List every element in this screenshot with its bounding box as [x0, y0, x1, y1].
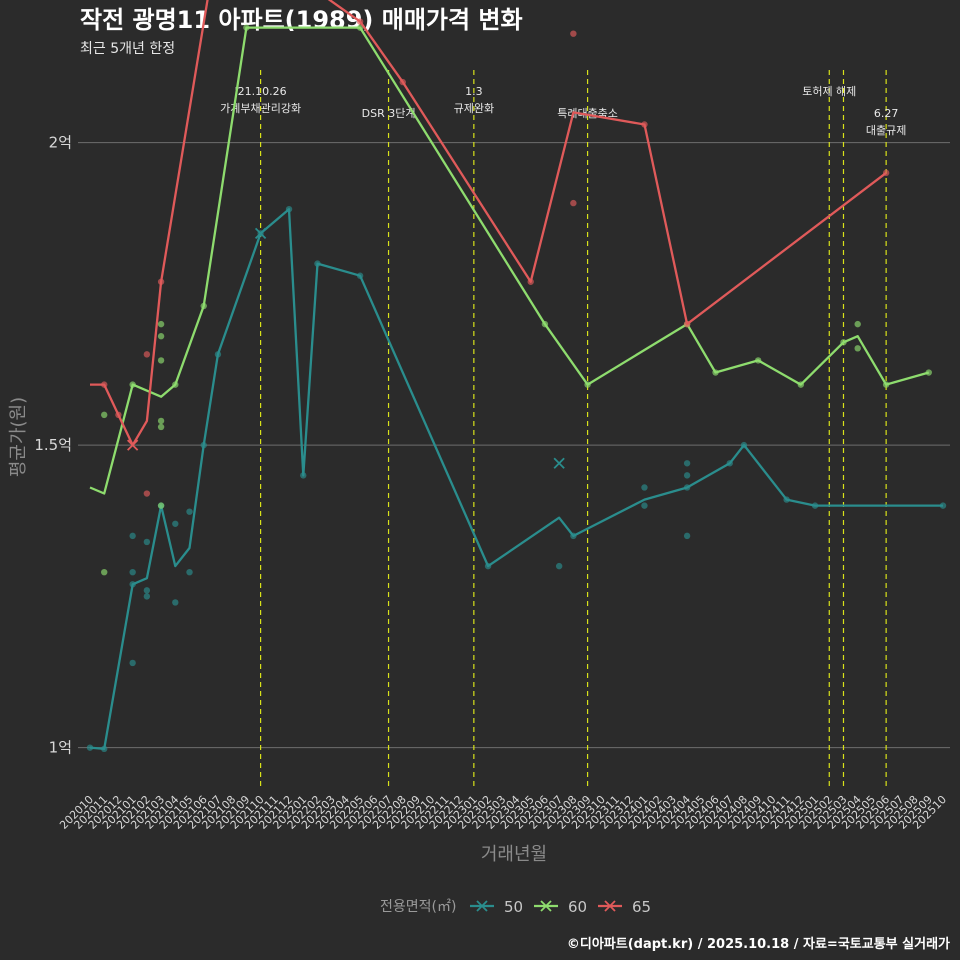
data-point	[157, 502, 165, 509]
data-point	[101, 411, 108, 419]
series-line	[90, 0, 887, 447]
event-label: DSR 3단계	[362, 107, 416, 120]
data-point	[570, 30, 577, 37]
series-line	[89, 208, 943, 751]
legend: 전용면적(㎡) 50 60 65	[380, 898, 651, 916]
chart-caption: ©디아파트(dapt.kr) / 2025.10.18 / 자료=국토교통부 실…	[567, 936, 950, 952]
data-point	[641, 502, 648, 509]
data-point	[186, 568, 193, 576]
chart-title: 작전 광명11 아파트(1989) 매매가격 변화	[80, 6, 523, 34]
event-label: 6.27	[874, 107, 899, 120]
event-label: 규제완화	[454, 102, 494, 115]
data-point	[683, 460, 691, 467]
data-point	[143, 351, 151, 358]
legend-label: 65	[632, 898, 651, 916]
data-point	[683, 532, 691, 540]
data-point	[683, 472, 691, 479]
data-point	[854, 320, 861, 328]
chart-subtitle: 최근 5개년 한정	[80, 41, 175, 57]
cross-marker	[127, 439, 139, 451]
legend-label: 60	[568, 898, 587, 916]
y-tick-label: 1.5억	[34, 436, 72, 454]
data-point	[101, 568, 108, 576]
series-65	[90, 0, 890, 497]
data-point	[129, 659, 136, 667]
data-point	[555, 562, 563, 570]
event-label: '21.10.26	[235, 85, 287, 98]
y-axis-title: 평균가(원)	[8, 397, 29, 477]
y-tick-label: 2억	[49, 134, 72, 152]
cross-marker	[254, 227, 267, 239]
legend-swatch-cross	[476, 900, 488, 912]
data-point	[172, 520, 179, 527]
data-point	[143, 593, 151, 600]
data-point	[172, 599, 179, 606]
event-label: 대출규제	[866, 124, 906, 137]
series-line	[89, 26, 930, 495]
x-tick-labels: 2020102020112020122021012021022021032021…	[57, 793, 949, 832]
data-point	[641, 484, 648, 491]
data-point	[143, 538, 151, 546]
legend-label: 50	[504, 898, 523, 916]
data-point	[129, 532, 136, 540]
legend-swatch-cross	[604, 900, 616, 912]
event-label: 1.3	[465, 85, 483, 98]
event-label: 토허제 해제	[802, 84, 856, 98]
legend-swatch-cross	[540, 900, 552, 912]
y-tick-label: 1억	[49, 739, 72, 757]
data-point	[854, 345, 861, 352]
data-point	[157, 417, 165, 425]
data-point	[157, 423, 165, 431]
event-label: 가계부채관리강화	[220, 102, 301, 115]
data-point	[157, 320, 165, 328]
data-point	[129, 568, 136, 576]
legend-title: 전용면적(㎡)	[380, 899, 456, 915]
data-point	[143, 490, 151, 497]
cross-marker	[553, 457, 565, 469]
y-gridlines	[78, 142, 950, 749]
data-point	[570, 199, 577, 207]
data-point	[157, 333, 165, 340]
data-point	[157, 357, 165, 364]
data-point	[186, 508, 193, 515]
y-tick-labels: 1억 1.5억 2억	[34, 134, 72, 757]
data-point	[143, 587, 151, 594]
data-series	[86, 0, 947, 753]
x-axis-title: 거래년월	[481, 844, 547, 865]
